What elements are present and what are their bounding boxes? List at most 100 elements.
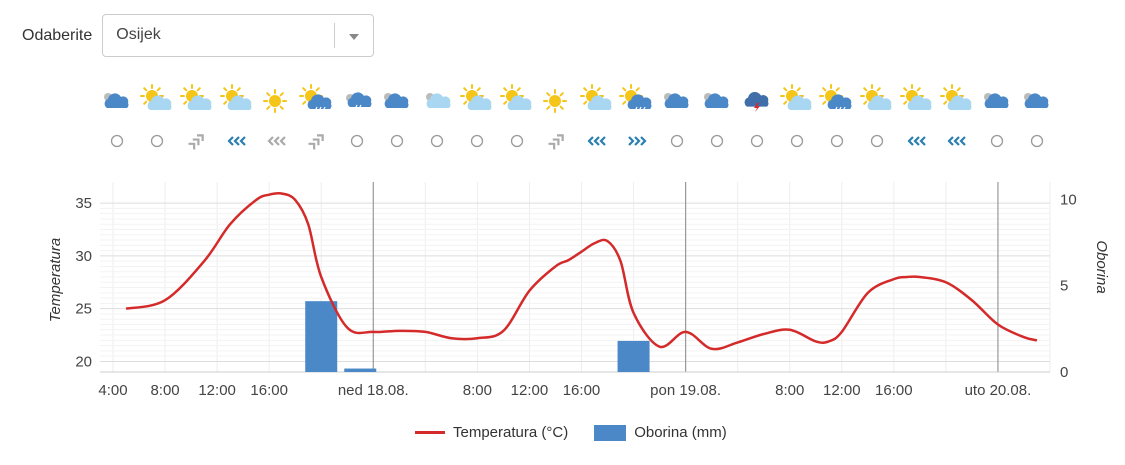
- cloud-shape: [627, 94, 652, 109]
- wind-arrows-icon: [907, 136, 926, 146]
- x-tick-label: 8:00: [775, 382, 804, 399]
- chevrons: [227, 136, 246, 146]
- calm-circle: [990, 134, 1004, 148]
- wind-arrows-icon: [587, 136, 606, 146]
- sun-ray: [559, 105, 564, 110]
- cloud-shape: [867, 95, 892, 110]
- calm-circle-icon: [350, 134, 364, 148]
- wind-arrows-icon: [947, 136, 966, 146]
- sun-rain-icon: [299, 84, 332, 112]
- chevrons: [548, 134, 564, 150]
- cloud-shape: [467, 95, 492, 110]
- calm-circle-icon: [670, 134, 684, 148]
- rain-drops: [354, 104, 362, 110]
- cloud-shape: [907, 95, 932, 110]
- city-selector-row: Odaberite Osijek: [22, 13, 375, 58]
- cloud-shape: [307, 94, 332, 109]
- cloud-shape: [347, 92, 372, 107]
- sun-ray: [279, 92, 284, 97]
- x-tick-label: 12:00: [511, 382, 549, 399]
- y-right-tick-label: 0: [1060, 364, 1068, 381]
- precipitation-bar: [617, 340, 650, 372]
- x-tick-label: 4:00: [98, 382, 127, 399]
- rain-drops: [314, 106, 326, 112]
- sun-ray: [156, 87, 161, 92]
- rain-cloud-icon: [346, 92, 372, 110]
- cloud-light-icon: [426, 93, 451, 108]
- calm-circle-icon: [990, 134, 1004, 148]
- cloud-shape: [984, 93, 1009, 108]
- calm-circle-icon: [110, 134, 124, 148]
- wind-arrows-icon: [188, 134, 204, 150]
- sun-ray: [266, 105, 271, 110]
- rain-drops: [834, 106, 846, 112]
- sun-ray: [583, 100, 588, 105]
- x-tick-label: 12:00: [823, 382, 861, 399]
- calm-circle: [1030, 134, 1044, 148]
- forecast-chart: 20 25 30 35 0 5 10 4:00 8:00 12:00 16:00 ned 18.08.…: [47, 182, 1110, 399]
- cloud-shape: [384, 93, 409, 108]
- sun-ray: [822, 100, 827, 105]
- city-select[interactable]: Osijek: [102, 14, 375, 57]
- cloud-shape: [227, 95, 252, 110]
- calm-circle: [790, 134, 804, 148]
- select-divider: [334, 23, 336, 48]
- calm-circle-icon: [150, 134, 164, 148]
- calm-circle: [670, 134, 684, 148]
- calm-circle-icon: [870, 134, 884, 148]
- wind-arrows-icon: [267, 136, 286, 146]
- sun-ray: [783, 100, 788, 105]
- chevron-down-icon: [349, 34, 360, 40]
- sun-ray: [783, 87, 788, 92]
- x-tick-label: 8:00: [150, 382, 179, 399]
- sun-ray: [903, 100, 908, 105]
- sun-ray: [266, 92, 271, 97]
- sun-ray: [635, 87, 640, 92]
- sun-ray: [876, 87, 881, 92]
- cloud-shape: [704, 93, 729, 108]
- y-left-tick-label: 30: [75, 248, 92, 265]
- x-tick-label: 16:00: [250, 382, 288, 399]
- sunny-icon: [543, 89, 567, 113]
- cloud-shape: [664, 93, 689, 108]
- partly-sunny-icon: [500, 84, 532, 110]
- calm-circle-icon: [790, 134, 804, 148]
- calm-circle: [710, 134, 724, 148]
- calm-circle-icon: [750, 134, 764, 148]
- calm-circle-icon: [710, 134, 724, 148]
- sun-ray: [463, 87, 468, 92]
- calm-circle: [430, 134, 444, 148]
- cloud-shape: [744, 91, 769, 107]
- chevrons: [907, 136, 926, 146]
- sun-ray: [503, 87, 508, 92]
- calm-circle-icon: [430, 134, 444, 148]
- cloudy-icon: [1024, 93, 1049, 108]
- thunderstorm-icon: [744, 91, 769, 112]
- cloud-shape: [426, 93, 451, 108]
- sun-ray: [916, 87, 921, 92]
- precipitation-bar: [305, 301, 338, 372]
- cloud-shape: [104, 93, 129, 108]
- sun-ray: [943, 100, 948, 105]
- x-tick-label: uto 20.08.: [965, 382, 1032, 399]
- cloudy-icon: [984, 93, 1009, 108]
- legend-item-precipitation[interactable]: Oborina (mm): [594, 424, 727, 441]
- sun-ray: [302, 87, 307, 92]
- sun-ray: [559, 92, 564, 97]
- sun-ray: [236, 87, 241, 92]
- cloud-shape: [947, 95, 972, 110]
- sun-ray: [463, 100, 468, 105]
- cloud-shape: [507, 95, 532, 110]
- y-left-tick-label: 25: [75, 301, 92, 318]
- calm-circle: [870, 134, 884, 148]
- y-right-tick-label: 10: [1060, 191, 1077, 208]
- wind-arrows-icon: [308, 134, 324, 150]
- partly-sunny-icon: [460, 84, 492, 110]
- calm-circle-icon: [510, 134, 524, 148]
- sun-ray: [196, 87, 201, 92]
- x-tick-label: ned 18.08.: [338, 382, 409, 399]
- legend-line-swatch: [415, 431, 445, 434]
- partly-sunny-icon: [780, 84, 812, 110]
- legend-item-temperature[interactable]: Temperatura (°C): [415, 424, 568, 441]
- sun-shape: [549, 95, 561, 107]
